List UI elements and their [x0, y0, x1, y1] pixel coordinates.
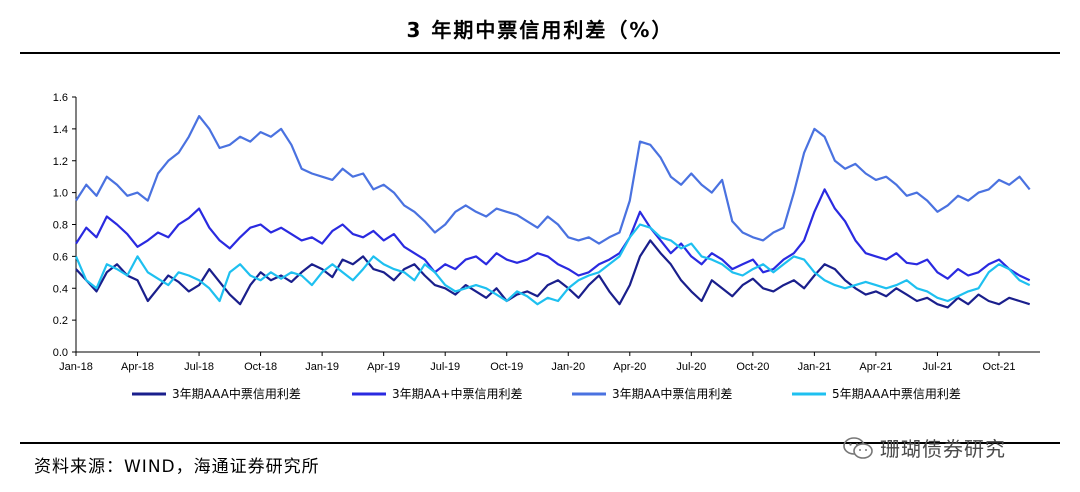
chart-svg: 0.0 0.2 0.4 0.6 0.8 1.0 1.2 1.4 1.6 Jan-18 Apr-18 J…	[53, 92, 1040, 401]
top-rule	[20, 52, 1060, 54]
y-tick-label: 0.4	[53, 283, 68, 295]
legend-label-3: 3年期AA中票信用利差	[612, 386, 732, 401]
x-tick-label: Jul-21	[922, 361, 952, 373]
y-tick-label: 0.0	[53, 347, 68, 359]
y-tick-label: 1.6	[53, 92, 68, 104]
x-tick-label: Jul-20	[676, 361, 706, 373]
series-line-2	[75, 188, 1031, 282]
x-tick-label: Apr-19	[367, 361, 400, 373]
x-tick-label: Jan-20	[551, 361, 585, 373]
watermark-text: 珊瑚债券研究	[880, 437, 1006, 461]
x-tick-label: Jul-19	[430, 361, 460, 373]
series-line-3	[75, 114, 1031, 245]
chart-legend: 3年期AAA中票信用利差 3年期AA+中票信用利差 3年期AA中票信用利差 5年期AA…	[132, 386, 961, 401]
chart-title: 3 年期中票信用利差（%）	[406, 18, 674, 42]
chart-lines	[74, 114, 1031, 309]
legend-label-4: 5年期AAA中票信用利差	[832, 386, 961, 401]
source-note: 资料来源：WIND，海通证券研究所	[34, 457, 320, 477]
y-tick-label: 1.4	[53, 124, 68, 136]
x-tick-label: Oct-21	[982, 361, 1015, 373]
x-tick-label: Jan-18	[59, 361, 93, 373]
watermark: 珊瑚债券研究	[842, 433, 1006, 462]
legend-label-1: 3年期AAA中票信用利差	[172, 386, 301, 401]
series-line-1	[75, 239, 1031, 309]
x-tick-label: Apr-18	[121, 361, 154, 373]
legend-label-2: 3年期AA+中票信用利差	[392, 386, 522, 401]
bottom-rule	[20, 442, 1060, 444]
series-line-4	[74, 223, 1031, 306]
x-tick-label: Apr-20	[613, 361, 646, 373]
x-tick-label: Oct-20	[736, 361, 769, 373]
chart-axes: 0.0 0.2 0.4 0.6 0.8 1.0 1.2 1.4 1.6 Jan-18 Apr-18 J…	[53, 92, 1040, 373]
y-tick-label: 1.2	[53, 156, 68, 168]
x-tick-label: Jul-18	[184, 361, 214, 373]
y-tick-label: 1.0	[53, 188, 68, 200]
y-tick-label: 0.2	[53, 315, 68, 327]
x-tick-label: Jan-19	[305, 361, 339, 373]
y-tick-label: 0.8	[53, 220, 68, 232]
x-tick-label: Oct-19	[490, 361, 523, 373]
x-tick-label: Oct-18	[244, 361, 277, 373]
x-tick-label: Apr-21	[859, 361, 892, 373]
y-tick-label: 0.6	[53, 251, 68, 263]
wechat-icon	[843, 436, 873, 459]
x-tick-label: Jan-21	[798, 361, 832, 373]
